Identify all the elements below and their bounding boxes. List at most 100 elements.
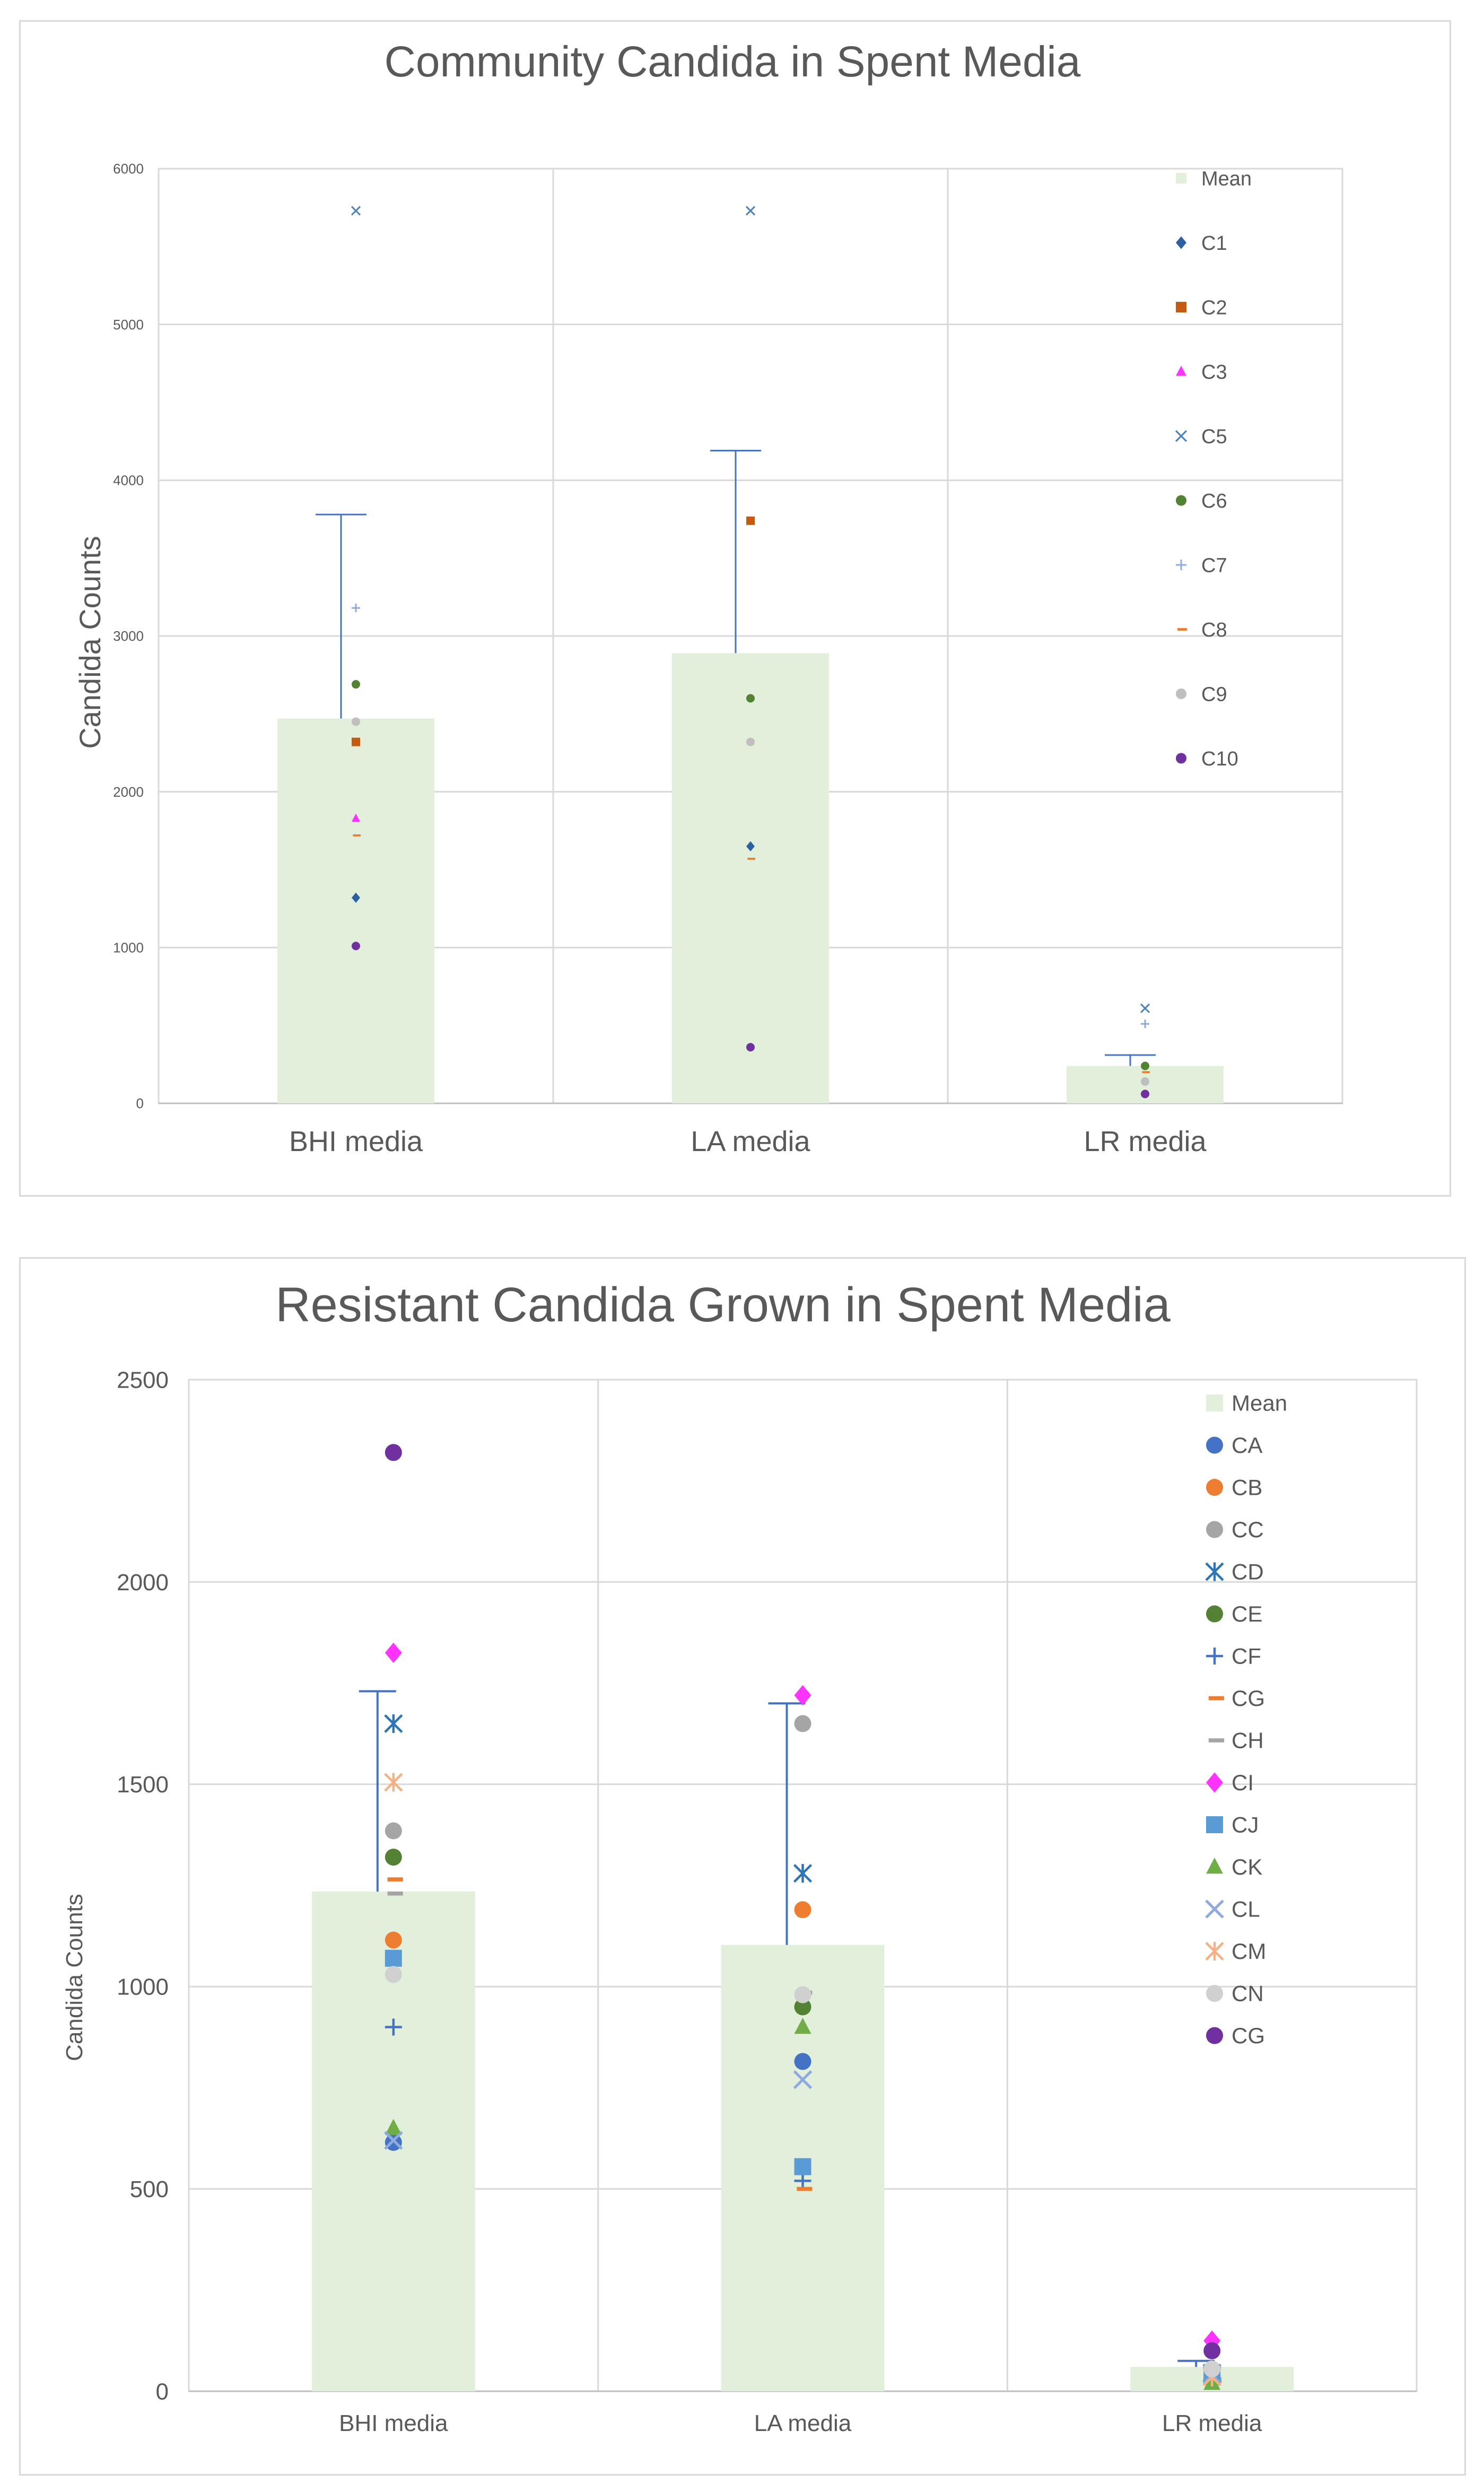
chart-title: Resistant Candida Grown in Spent Media — [275, 1278, 1171, 1332]
y-tick-label-6000: 6000 — [113, 161, 144, 177]
mean-bar-la-media — [672, 653, 829, 1103]
data-point-cd-la-media — [793, 1864, 813, 1883]
legend-label-ce: CE — [1232, 1601, 1262, 1626]
y-tick-label-5000: 5000 — [113, 317, 144, 333]
y-tick-label-1000: 1000 — [117, 1974, 169, 2000]
data-point-c3-bhi-media — [352, 813, 360, 822]
legend-marker-ch — [1208, 1738, 1224, 1743]
data-point-cc-bhi-media — [385, 1822, 402, 1840]
data-point-cf-la-media — [794, 2172, 811, 2190]
legend-label-cj: CJ — [1232, 1813, 1259, 1837]
error-bar-lr-media — [1105, 1054, 1156, 1066]
legend-marker-mean — [1206, 1395, 1223, 1412]
error-bar-la-media — [710, 450, 761, 654]
legend-marker-ci — [1206, 1772, 1223, 1793]
legend-label-cg: CG — [1232, 2023, 1265, 2048]
legend-marker-c8 — [1177, 628, 1188, 631]
legend-label-cg: CG — [1232, 1686, 1265, 1711]
mean-bar-bhi-media — [277, 718, 434, 1103]
legend-marker-c5 — [1175, 430, 1188, 442]
legend-marker-ca — [1206, 1436, 1223, 1454]
community-candida-chart-panel: Community Candida in Spent Media Candida… — [19, 20, 1451, 1197]
data-point-ca-bhi-media — [385, 2133, 402, 2151]
data-point-cc-la-media — [794, 1715, 811, 1732]
y-tick-label-2500: 2500 — [117, 1367, 169, 1393]
legend-marker-cc — [1206, 1521, 1223, 1538]
legend-label-cm: CM — [1232, 1939, 1266, 1964]
x-tick-label-bhi-media: BHI media — [339, 2410, 448, 2436]
legend-marker-cf — [1206, 1648, 1223, 1665]
data-point-cn-la-media — [794, 1986, 811, 2003]
y-tick-label-2000: 2000 — [113, 784, 144, 800]
legend-label-mean: Mean — [1201, 168, 1252, 190]
legend-label-c8: C8 — [1201, 619, 1227, 641]
community-candida-chart: Community Candida in Spent Media Candida… — [73, 38, 1343, 1157]
legend-marker-cb — [1206, 1479, 1223, 1496]
legend-marker-c10 — [1176, 753, 1186, 764]
legend-label-mean: Mean — [1232, 1391, 1287, 1416]
legend-label-c5: C5 — [1201, 425, 1227, 448]
resistant-candida-chart: Resistant Candida Grown in Spent Media C… — [62, 1278, 1418, 2436]
legend-marker-cm — [1205, 1941, 1224, 1961]
data-point-c10-la-media — [746, 1043, 755, 1052]
y-tick-label-0: 0 — [136, 1095, 144, 1111]
legend-marker-c2 — [1176, 302, 1186, 312]
data-point-cm-bhi-media — [384, 1773, 403, 1792]
data-point-cb-bhi-media — [385, 1931, 402, 1949]
y-tick-label-1000: 1000 — [113, 939, 144, 955]
data-point-cn-bhi-media — [385, 1966, 402, 1983]
data-point-c7-bhi-media — [352, 604, 360, 613]
data-point-ce-bhi-media — [385, 1849, 402, 1866]
x-tick-label-bhi-media: BHI media — [289, 1126, 423, 1157]
legend-label-ca: CA — [1232, 1433, 1262, 1458]
legend-marker-cd — [1205, 1562, 1224, 1581]
data-point-c6-la-media — [746, 694, 755, 703]
data-point-c8-bhi-media — [353, 834, 361, 837]
legend-marker-ck — [1206, 1857, 1223, 1874]
data-point-cj-bhi-media — [385, 1949, 402, 1967]
legend-label-cf: CF — [1232, 1644, 1261, 1669]
legend-label-cb: CB — [1232, 1475, 1262, 1500]
data-point-cg-bhi-media — [385, 1444, 402, 1461]
y-tick-label-500: 500 — [130, 2176, 169, 2202]
data-point-c2-la-media — [746, 516, 755, 525]
data-point-c10-bhi-media — [352, 942, 360, 951]
data-point-c9-la-media — [746, 737, 755, 746]
x-tick-label-lr-media: LR media — [1162, 2410, 1262, 2436]
legend-marker-cg — [1208, 1696, 1224, 1701]
legend-label-c10: C10 — [1201, 748, 1238, 770]
data-point-c8-la-media — [747, 858, 755, 860]
y-tick-label-0: 0 — [156, 2379, 169, 2404]
x-tick-label-lr-media: LR media — [1084, 1126, 1207, 1157]
resistant-candida-chart-panel: Resistant Candida Grown in Spent Media C… — [19, 1257, 1466, 2476]
legend-marker-cn — [1206, 1985, 1223, 2002]
legend-marker-ce — [1206, 1605, 1223, 1623]
data-point-c8-lr-media — [1142, 1071, 1150, 1074]
y-tick-label-4000: 4000 — [113, 472, 144, 488]
data-point-cl-bhi-media — [384, 2131, 403, 2150]
legend-label-c7: C7 — [1201, 554, 1227, 577]
legend-marker-cl — [1205, 1900, 1224, 1919]
legend-label-c6: C6 — [1201, 490, 1227, 512]
legend-marker-c1 — [1176, 236, 1186, 249]
data-point-ce-la-media — [794, 1998, 811, 2016]
legend-label-cl: CL — [1232, 1897, 1260, 1922]
data-point-ck-bhi-media — [385, 2119, 402, 2135]
y-axis-label: Candida Counts — [73, 536, 107, 749]
legend-marker-cj — [1206, 1816, 1223, 1833]
legend-marker-c6 — [1176, 495, 1186, 506]
data-point-c5-la-media — [745, 206, 756, 216]
data-point-cd-bhi-media — [384, 1714, 403, 1733]
error-bar-bhi-media — [316, 513, 366, 719]
legend-label-c3: C3 — [1201, 361, 1227, 384]
data-point-cf-bhi-media — [385, 2018, 402, 2036]
x-tick-label-la-media: LA media — [754, 2410, 852, 2436]
data-point-cg-lr-media — [1203, 2342, 1221, 2359]
data-point-c2-bhi-media — [352, 737, 360, 746]
data-point-ci-bhi-media — [385, 1642, 402, 1663]
legend-marker-mean — [1176, 173, 1186, 184]
y-tick-label-2000: 2000 — [117, 1570, 169, 1596]
data-point-c10-lr-media — [1141, 1090, 1149, 1099]
data-point-ck-la-media — [794, 2017, 811, 2034]
legend-label-cn: CN — [1232, 1981, 1264, 2006]
